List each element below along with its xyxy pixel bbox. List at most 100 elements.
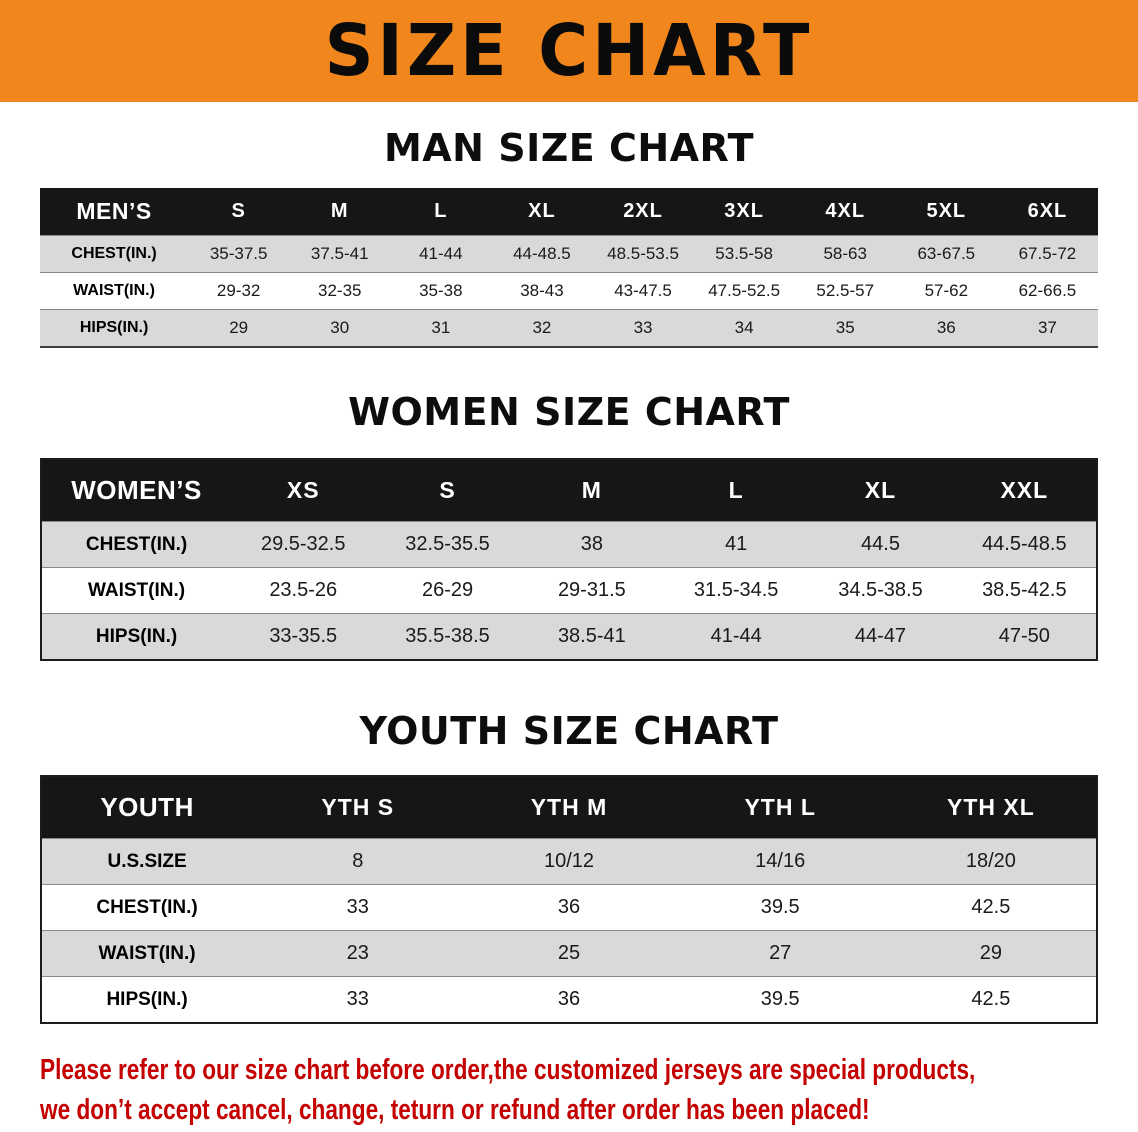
value-cell: 10/12: [463, 838, 675, 885]
value-cell: 32.5-35.5: [375, 521, 520, 568]
row-label: HIPS(IN.): [41, 613, 232, 660]
size-column-header: L: [664, 459, 809, 522]
value-cell: 53.5-58: [693, 235, 795, 273]
row-label: WAIST(IN.): [40, 272, 189, 310]
row-label: CHEST(IN.): [40, 235, 189, 273]
measurement-row: HIPS(IN.) 33 36 39.5 42.5: [41, 976, 1097, 1023]
row-label: CHEST(IN.): [41, 884, 253, 931]
value-cell: 34: [693, 309, 795, 347]
value-cell: 44-47: [808, 613, 953, 660]
row-label: HIPS(IN.): [40, 309, 189, 347]
value-cell: 18/20: [885, 838, 1097, 885]
measurement-row: CHEST(IN.) 35-37.5 37.5-41 41-44 44-48.5 48.5…: [40, 235, 1098, 273]
size-column-header: 6XL: [996, 188, 1098, 236]
row-label: CHEST(IN.): [41, 521, 232, 568]
row-label: WAIST(IN.): [41, 930, 253, 977]
size-column-header: XL: [808, 459, 953, 522]
value-cell: 41-44: [664, 613, 809, 660]
value-cell: 33: [252, 884, 464, 931]
man-size-section: MAN SIZE CHART MEN’S S M L XL 2XL 3XL 4XL 5XL 6XL…: [0, 126, 1138, 348]
table-header-row: YOUTH YTH S YTH M YTH L YTH XL: [41, 776, 1097, 839]
size-column-header: M: [289, 188, 391, 236]
size-column-header: YTH L: [674, 776, 886, 839]
youth-size-section: YOUTH SIZE CHART YOUTH YTH S YTH M YTH L YTH…: [0, 709, 1138, 1024]
size-column-header: L: [390, 188, 492, 236]
size-column-header: S: [375, 459, 520, 522]
value-cell: 33: [592, 309, 694, 347]
value-cell: 29: [188, 309, 290, 347]
value-cell: 36: [463, 884, 675, 931]
value-cell: 26-29: [375, 567, 520, 614]
value-cell: 27: [674, 930, 886, 977]
value-cell: 37.5-41: [289, 235, 391, 273]
value-cell: 35-38: [390, 272, 492, 310]
value-cell: 23.5-26: [231, 567, 376, 614]
measurement-row: WAIST(IN.) 23.5-26 26-29 29-31.5 31.5-34.5 34…: [41, 567, 1097, 614]
women-size-section: WOMEN SIZE CHART WOMEN’S XS S M L XL XXL CHEST(…: [0, 390, 1138, 661]
value-cell: 39.5: [674, 976, 886, 1023]
value-cell: 47-50: [952, 613, 1097, 660]
measurement-row: CHEST(IN.) 29.5-32.5 32.5-35.5 38 41 44.5 44.5…: [41, 521, 1097, 568]
row-label: WAIST(IN.): [41, 567, 232, 614]
size-column-header: M: [519, 459, 665, 522]
disclaimer-line-2: we don’t accept cancel, change, teturn o…: [40, 1094, 870, 1126]
value-cell: 41-44: [390, 235, 492, 273]
value-cell: 31.5-34.5: [664, 567, 809, 614]
banner: SIZE CHART: [0, 0, 1138, 102]
table-header-row: MEN’S S M L XL 2XL 3XL 4XL 5XL 6XL: [40, 188, 1098, 236]
value-cell: 42.5: [885, 976, 1097, 1023]
value-cell: 25: [463, 930, 675, 977]
value-cell: 23: [252, 930, 464, 977]
size-column-header: S: [188, 188, 290, 236]
value-cell: 44-48.5: [491, 235, 593, 273]
value-cell: 29-32: [188, 272, 290, 310]
man-size-table: MEN’S S M L XL 2XL 3XL 4XL 5XL 6XL CHEST(IN.) 35-37…: [40, 188, 1098, 348]
value-cell: 29.5-32.5: [231, 521, 376, 568]
value-cell: 38.5-42.5: [952, 567, 1097, 614]
measurement-row: HIPS(IN.) 29 30 31 32 33 34 35 36 37: [40, 309, 1098, 347]
table-title-cell: YOUTH: [41, 776, 253, 839]
row-label: U.S.SIZE: [41, 838, 253, 885]
measurement-row: CHEST(IN.) 33 36 39.5 42.5: [41, 884, 1097, 931]
value-cell: 38: [519, 521, 665, 568]
measurement-row: U.S.SIZE 8 10/12 14/16 18/20: [41, 838, 1097, 885]
value-cell: 35-37.5: [188, 235, 290, 273]
value-cell: 42.5: [885, 884, 1097, 931]
value-cell: 41: [664, 521, 809, 568]
value-cell: 14/16: [674, 838, 886, 885]
youth-size-table: YOUTH YTH S YTH M YTH L YTH XL U.S.SIZE 8 10/12…: [40, 775, 1098, 1024]
size-column-header: YTH M: [463, 776, 675, 839]
value-cell: 35: [794, 309, 896, 347]
women-size-heading: WOMEN SIZE CHART: [348, 390, 790, 434]
value-cell: 44.5: [808, 521, 953, 568]
value-cell: 62-66.5: [996, 272, 1098, 310]
value-cell: 8: [252, 838, 464, 885]
value-cell: 30: [289, 309, 391, 347]
size-column-header: XL: [491, 188, 593, 236]
man-size-heading: MAN SIZE CHART: [383, 126, 755, 170]
size-column-header: 3XL: [693, 188, 795, 236]
value-cell: 38.5-41: [519, 613, 665, 660]
size-column-header: YTH XL: [885, 776, 1097, 839]
value-cell: 47.5-52.5: [693, 272, 795, 310]
disclaimer: Please refer to our size chart before or…: [40, 1050, 1138, 1130]
youth-size-heading: YOUTH SIZE CHART: [359, 709, 779, 753]
value-cell: 33: [252, 976, 464, 1023]
size-column-header: 2XL: [592, 188, 694, 236]
measurement-row: WAIST(IN.) 23 25 27 29: [41, 930, 1097, 977]
disclaimer-line-1: Please refer to our size chart before or…: [40, 1054, 976, 1086]
value-cell: 36: [463, 976, 675, 1023]
page-title: SIZE CHART: [324, 9, 814, 93]
size-column-header: YTH S: [252, 776, 464, 839]
value-cell: 35.5-38.5: [375, 613, 520, 660]
value-cell: 31: [390, 309, 492, 347]
value-cell: 29-31.5: [519, 567, 665, 614]
value-cell: 29: [885, 930, 1097, 977]
value-cell: 32-35: [289, 272, 391, 310]
size-column-header: 5XL: [895, 188, 997, 236]
value-cell: 37: [996, 309, 1098, 347]
row-label: HIPS(IN.): [41, 976, 253, 1023]
size-column-header: XXL: [952, 459, 1097, 522]
value-cell: 38-43: [491, 272, 593, 310]
table-header-row: WOMEN’S XS S M L XL XXL: [41, 459, 1097, 522]
